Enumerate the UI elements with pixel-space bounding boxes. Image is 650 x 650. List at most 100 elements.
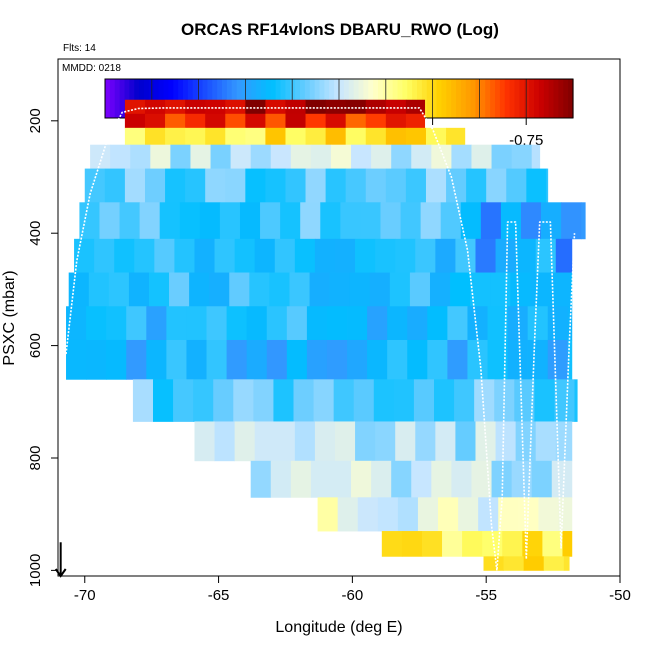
- colorbar-segment: [460, 79, 467, 118]
- heatmap-cell: [397, 497, 419, 532]
- heatmap-cell: [385, 99, 407, 115]
- colorbar-segment: [529, 79, 535, 118]
- colorbar-segment: [538, 79, 545, 118]
- heatmap-cell: [166, 339, 187, 380]
- heatmap-cell: [451, 460, 472, 498]
- heatmap-cell: [487, 306, 508, 341]
- heatmap-cell: [185, 113, 206, 129]
- y-axis-label: PSXC (mbar): [1, 270, 18, 365]
- colorbar-segment: [119, 79, 126, 118]
- chart-title: ORCAS RF14vlonS DBARU_RWO (Log): [181, 20, 499, 39]
- heatmap-cell: [395, 421, 416, 462]
- heatmap-cell: [239, 202, 261, 240]
- heatmap-cell: [225, 99, 246, 115]
- heatmap-cell: [349, 272, 371, 307]
- colorbar-segment: [524, 79, 530, 118]
- heatmap-cell: [325, 99, 347, 115]
- heatmap-cell: [234, 238, 256, 273]
- heatmap-cell: [455, 421, 476, 462]
- heatmap-cell: [385, 127, 407, 146]
- heatmap-cell: [185, 168, 206, 203]
- colorbar-segment: [124, 79, 130, 118]
- heatmap-cell: [547, 339, 569, 380]
- colorbar-segment: [426, 79, 433, 118]
- colorbar-segment: [456, 79, 462, 118]
- flight-track-line: [65, 107, 576, 572]
- y-tick-label: 800: [27, 445, 44, 470]
- colorbar-segment: [485, 79, 491, 118]
- heatmap-cell: [86, 339, 107, 380]
- colorbar-segment: [348, 79, 355, 118]
- colorbar-segment: [275, 79, 282, 118]
- heatmap-cell: [455, 238, 476, 273]
- heatmap-cell: [285, 127, 306, 146]
- heatmap-cell: [305, 168, 327, 203]
- heatmap-cell: [498, 497, 519, 532]
- heatmap-cell: [124, 99, 146, 115]
- heatmap-cell: [280, 202, 301, 240]
- colorbar-segment: [324, 79, 330, 118]
- heatmap-cell: [531, 144, 541, 169]
- colorbar-segment: [158, 79, 165, 118]
- heatmap-cell: [447, 339, 468, 380]
- heatmap-cell: [462, 531, 483, 557]
- heatmap-cell: [245, 168, 266, 203]
- heatmap-cell: [391, 144, 412, 169]
- heatmap-cell: [415, 238, 436, 273]
- colorbar-segment: [358, 79, 364, 118]
- heatmap-cell: [347, 339, 368, 380]
- colorbar-segment: [134, 79, 140, 118]
- heatmap-cell: [353, 379, 375, 422]
- heatmap-cell: [420, 202, 442, 240]
- heatmap-cell: [84, 168, 106, 203]
- heatmap-cell: [74, 238, 95, 273]
- heatmap-cell: [435, 421, 456, 462]
- colorbar-segment: [465, 79, 472, 118]
- colorbar-segment: [105, 79, 111, 118]
- heatmap-cell: [377, 497, 399, 532]
- heatmap-cell: [425, 127, 447, 146]
- heatmap-cell: [478, 497, 499, 532]
- heatmap-cell: [371, 460, 392, 498]
- y-tick-label: 400: [27, 221, 44, 246]
- colorbar-segment: [402, 79, 408, 118]
- colorbar-segment: [183, 79, 189, 118]
- colorbar-segment: [217, 79, 223, 118]
- heatmap-cell: [550, 272, 571, 307]
- heatmap-cell: [174, 238, 195, 273]
- heatmap-cells: [66, 99, 586, 571]
- heatmap-cell: [518, 497, 539, 532]
- colorbar-segment: [207, 79, 213, 118]
- heatmap-cell: [515, 421, 537, 462]
- colorbar-segment: [202, 79, 208, 118]
- heatmap-cell: [507, 339, 529, 380]
- colorbar-segment: [407, 79, 413, 118]
- colorbar-segment: [490, 79, 496, 118]
- heatmap-cell: [373, 379, 395, 422]
- heatmap-cell: [225, 113, 246, 129]
- colorbar-segment: [295, 79, 301, 118]
- colorbar-segment: [197, 79, 204, 118]
- heatmap-cell: [523, 556, 545, 571]
- heatmap-cell: [269, 272, 290, 307]
- colorbar-segment: [290, 79, 296, 118]
- heatmap-cell: [555, 421, 573, 462]
- heatmap-cell: [526, 168, 547, 203]
- heatmap-cell: [491, 144, 513, 169]
- heatmap-cell: [294, 238, 316, 273]
- colorbar-segment: [144, 79, 150, 118]
- heatmap-cell: [139, 202, 161, 240]
- heatmap-cell: [491, 460, 513, 498]
- heatmap-cell: [230, 144, 252, 169]
- heatmap-cell: [265, 168, 286, 203]
- heatmap-cell: [333, 379, 355, 422]
- heatmap-cell: [293, 379, 314, 422]
- heatmap-cell: [334, 421, 356, 462]
- heatmap-cell: [438, 497, 459, 532]
- colorbar-segment: [241, 79, 247, 118]
- colorbar-segment: [504, 79, 511, 118]
- heatmap-cell: [506, 168, 527, 203]
- heatmap-cell: [193, 379, 214, 422]
- heatmap-cell: [274, 238, 296, 273]
